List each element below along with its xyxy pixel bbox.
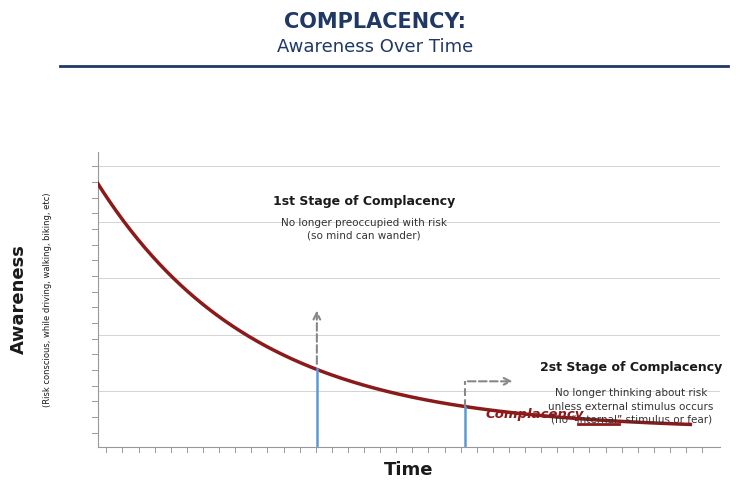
Text: COMPLACENCY:: COMPLACENCY: — [284, 12, 466, 32]
Text: No longer preoccupied with risk
(so mind can wander): No longer preoccupied with risk (so mind… — [281, 218, 447, 241]
Text: Complacency: Complacency — [486, 408, 584, 421]
Text: 1st Stage of Complacency: 1st Stage of Complacency — [273, 195, 455, 208]
Text: Awareness Over Time: Awareness Over Time — [277, 38, 473, 55]
Text: 2st Stage of Complacency: 2st Stage of Complacency — [540, 361, 722, 374]
Text: No longer thinking about risk
unless external stimulus occurs
(no “internal” sti: No longer thinking about risk unless ext… — [548, 388, 714, 425]
Text: (Risk conscious, while driving, walking, biking, etc): (Risk conscious, while driving, walking,… — [43, 192, 52, 407]
X-axis label: Time: Time — [384, 461, 433, 479]
Text: Awareness: Awareness — [10, 245, 28, 355]
